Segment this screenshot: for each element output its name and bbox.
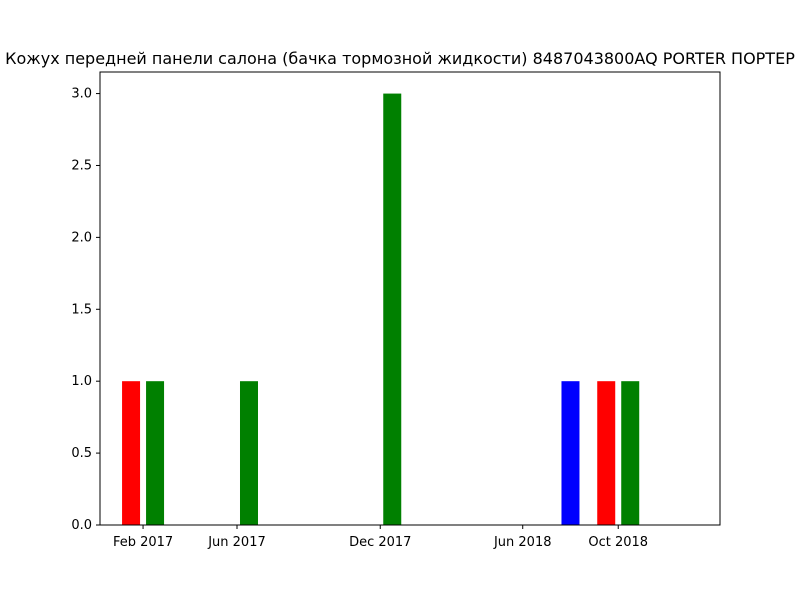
bar — [122, 381, 141, 525]
x-tick-label: Oct 2018 — [588, 535, 648, 550]
bar — [146, 381, 165, 525]
plot-area-frame — [99, 71, 721, 526]
x-tick-label: Dec 2017 — [349, 535, 411, 550]
y-tick-label: 1.0 — [71, 374, 92, 389]
bar — [597, 381, 616, 525]
y-axis-ticks: 0.0 0.5 1.0 1.5 2.0 2.5 3.0 — [71, 87, 100, 533]
y-tick-label: 0.5 — [71, 446, 92, 461]
y-tick-label: 2.0 — [71, 230, 92, 245]
x-tick-label: Feb 2017 — [113, 535, 173, 550]
bar — [621, 381, 640, 525]
bar — [239, 381, 258, 525]
y-tick-label: 0.0 — [71, 518, 92, 533]
y-tick-label: 1.5 — [71, 302, 92, 317]
bars — [122, 93, 640, 526]
x-axis-ticks: Feb 2017 Jun 2017 Dec 2017 Jun 2018 Oct 2018 — [113, 525, 648, 550]
x-tick-label: Jun 2018 — [493, 535, 552, 550]
bar — [561, 381, 580, 525]
x-tick-label: Jun 2017 — [207, 535, 266, 550]
chart-title: Кожух передней панели салона (бачка торм… — [5, 49, 795, 68]
y-tick-label: 3.0 — [71, 87, 92, 102]
y-tick-label: 2.5 — [71, 158, 92, 173]
bar — [383, 93, 402, 526]
